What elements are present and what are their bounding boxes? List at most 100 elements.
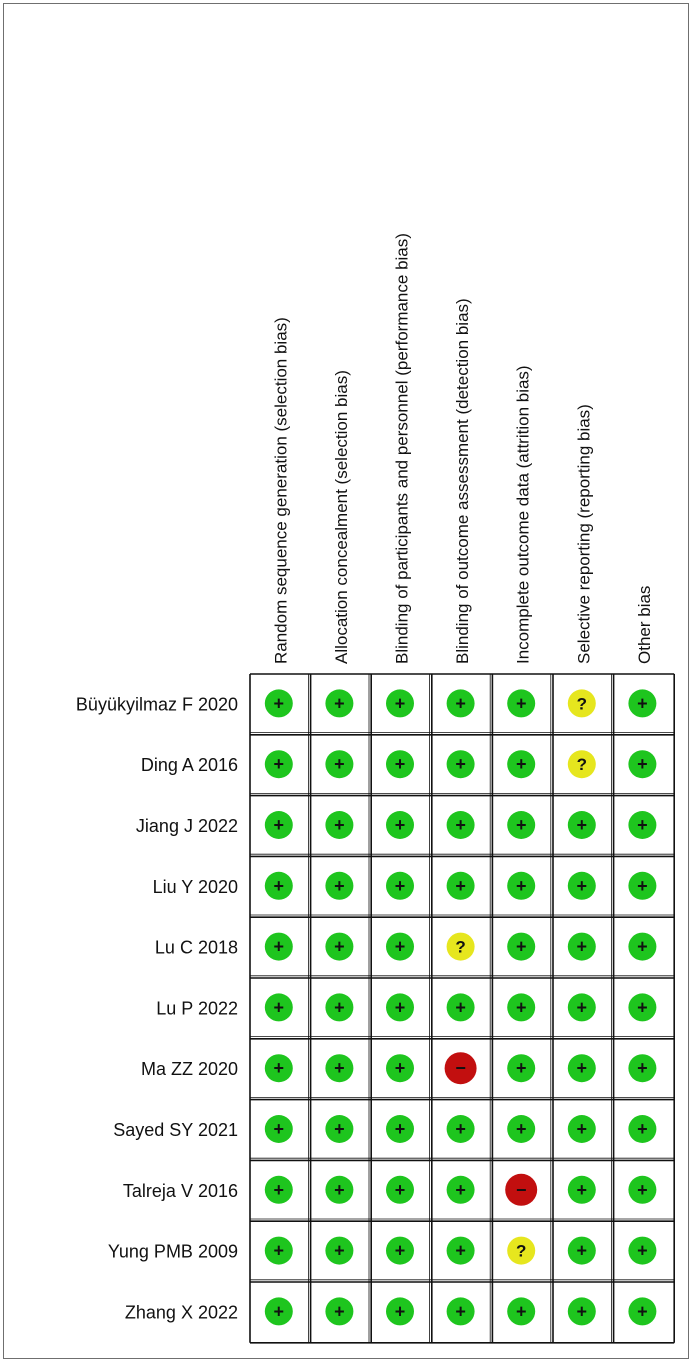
judgement-symbol: +	[455, 1119, 466, 1139]
judgement-circle	[507, 1236, 536, 1265]
judgement-circle	[567, 1054, 596, 1083]
judgement-circle	[325, 932, 354, 961]
judgement-low: +	[507, 1115, 536, 1143]
judgement-symbol: +	[334, 693, 345, 713]
judgement-symbol: +	[637, 754, 648, 774]
judgement-symbol: −	[455, 1058, 466, 1078]
judgement-low: +	[446, 993, 475, 1022]
judgement-symbol: +	[334, 1241, 345, 1261]
judgement-symbol: +	[637, 997, 648, 1017]
judgement-symbol: +	[516, 754, 527, 774]
judgement-symbol: +	[334, 937, 345, 957]
judgement-high: −	[444, 1052, 477, 1085]
judgement-circle	[507, 993, 536, 1022]
judgement-circle	[507, 932, 536, 961]
judgement-low: +	[446, 1236, 475, 1265]
judgement-low: +	[386, 750, 414, 779]
judgement-low: +	[507, 993, 536, 1022]
judgement-low: +	[567, 993, 596, 1022]
judgement-symbol: +	[577, 815, 588, 835]
judgement-symbol: +	[455, 693, 466, 713]
judgement-low: +	[386, 1236, 414, 1265]
judgement-symbol: +	[274, 1241, 285, 1261]
judgement-symbol: +	[455, 997, 466, 1017]
judgement-symbol: +	[455, 1241, 466, 1261]
judgement-low: +	[386, 1054, 414, 1083]
judgement-circle	[386, 1297, 414, 1326]
judgement-symbol: +	[577, 1180, 588, 1200]
judgement-circle	[386, 1175, 414, 1204]
judgement-symbol: +	[577, 876, 588, 896]
judgement-circle	[325, 871, 354, 900]
judgement-circle	[325, 1175, 354, 1204]
judgement-circle	[567, 1175, 596, 1204]
judgement-circle	[325, 689, 354, 718]
judgement-low: +	[628, 932, 657, 961]
judgement-symbol: +	[274, 1058, 285, 1078]
judgement-symbol: +	[577, 937, 588, 957]
judgement-low: +	[386, 993, 414, 1022]
study-label: Yung PMB 2009	[108, 1242, 238, 1262]
judgement-circle	[507, 750, 536, 779]
judgement-circle	[446, 871, 475, 900]
judgement-symbol: +	[637, 937, 648, 957]
study-label: Ma ZZ 2020	[141, 1059, 238, 1079]
judgement-circle	[628, 1236, 657, 1265]
judgement-symbol: +	[516, 1301, 527, 1321]
judgement-low: +	[446, 871, 475, 900]
judgement-low: +	[325, 689, 354, 718]
judgement-low: +	[325, 932, 354, 961]
judgement-low: +	[507, 689, 536, 718]
judgement-low: +	[567, 1054, 596, 1083]
judgement-low: +	[628, 1297, 657, 1326]
judgement-circle	[628, 1115, 657, 1143]
judgement-circle	[507, 1115, 536, 1143]
judgement-circle	[386, 750, 414, 779]
judgement-low: +	[325, 1175, 354, 1204]
judgement-circle	[325, 1297, 354, 1326]
column-header-3: Blinding of participants and personnel (…	[393, 233, 412, 664]
judgement-low: +	[325, 811, 354, 839]
judgement-circle	[567, 932, 596, 961]
judgement-circle	[507, 1054, 536, 1083]
judgement-circle	[567, 1236, 596, 1265]
judgement-circle	[386, 871, 414, 900]
judgement-circle	[386, 1115, 414, 1143]
judgement-symbol: +	[637, 693, 648, 713]
judgement-circle	[264, 932, 293, 961]
judgement-unclear: ?	[507, 1236, 536, 1265]
judgement-circle	[628, 750, 657, 779]
judgement-symbol: +	[455, 754, 466, 774]
judgement-circle	[567, 871, 596, 900]
judgement-low: +	[507, 811, 536, 839]
judgement-circle	[264, 993, 293, 1022]
judgement-symbol: ?	[577, 755, 587, 774]
judgement-symbol: +	[274, 937, 285, 957]
judgement-low: +	[264, 1175, 293, 1204]
judgement-low: +	[567, 1297, 596, 1326]
judgement-circle	[325, 1115, 354, 1143]
judgement-unclear: ?	[567, 750, 596, 779]
judgement-low: +	[567, 932, 596, 961]
judgement-low: +	[264, 811, 293, 839]
judgement-symbol: +	[395, 815, 406, 835]
judgement-circle	[264, 689, 293, 718]
judgement-low: +	[628, 689, 657, 718]
judgement-low: +	[264, 993, 293, 1022]
judgement-high: −	[505, 1173, 538, 1206]
judgement-circle	[386, 1054, 414, 1083]
judgement-circle	[567, 993, 596, 1022]
judgement-symbol: +	[334, 1119, 345, 1139]
judgement-circle	[628, 932, 657, 961]
judgement-low: +	[628, 1175, 657, 1204]
judgement-symbol: +	[334, 1301, 345, 1321]
judgement-low: +	[567, 811, 596, 839]
judgement-low: +	[507, 750, 536, 779]
judgement-low: +	[446, 811, 475, 839]
grid	[249, 673, 676, 1344]
judgement-low: +	[507, 1054, 536, 1083]
judgement-low: +	[264, 1236, 293, 1265]
judgement-symbol: +	[577, 1119, 588, 1139]
judgement-low: +	[628, 811, 657, 839]
